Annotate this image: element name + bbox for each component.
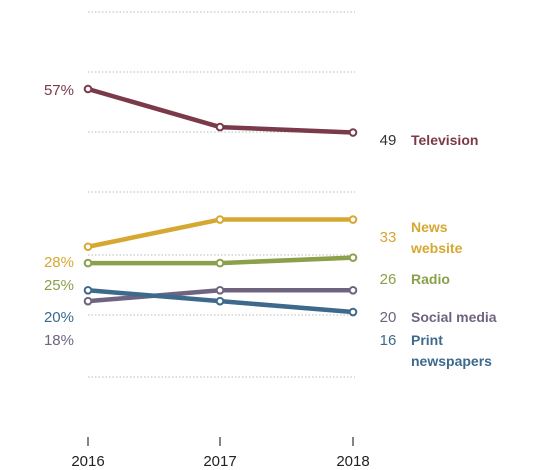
data-point [83,296,93,306]
data-point [83,258,93,268]
data-point [348,215,358,224]
data-point [83,285,93,295]
data-point [215,285,225,295]
data-point [215,258,225,268]
x-tick-label: 2016 [71,453,104,470]
data-point [83,84,93,94]
data-point [215,122,225,132]
x-tick-label: 2017 [203,453,236,470]
start-value-label: 20% [44,309,74,326]
data-point [348,253,358,262]
series-name-label: Television [411,132,478,148]
gridlines [88,11,355,378]
series-labels: 57% 49 Television 28% 33 News website 25% 26 Radi… [44,82,497,369]
end-value-label: 33 [380,229,397,246]
series-name-label: Radio [411,271,450,287]
end-value-label: 26 [380,271,397,288]
end-value-label: 20 [380,309,397,326]
data-point [215,296,225,306]
series-lines [83,84,358,317]
start-value-label: 28% [44,254,74,271]
end-value-label: 49 [380,132,397,149]
series-name-label: Social media [411,309,497,325]
series-name-label: News [411,219,448,235]
x-axis: 2016 2017 2018 [71,437,370,470]
start-value-label: 18% [44,332,74,349]
series-name-label: website [410,240,463,256]
data-point [83,242,93,252]
series-name-label: newspapers [411,353,492,369]
start-value-label: 57% [44,82,74,99]
data-point [348,128,358,137]
data-point [348,307,358,317]
end-value-label: 16 [380,332,397,349]
series-name-label: Print [411,332,443,348]
data-point [215,215,225,224]
data-point [348,285,358,295]
x-tick-label: 2018 [336,453,369,470]
start-value-label: 25% [44,277,74,294]
